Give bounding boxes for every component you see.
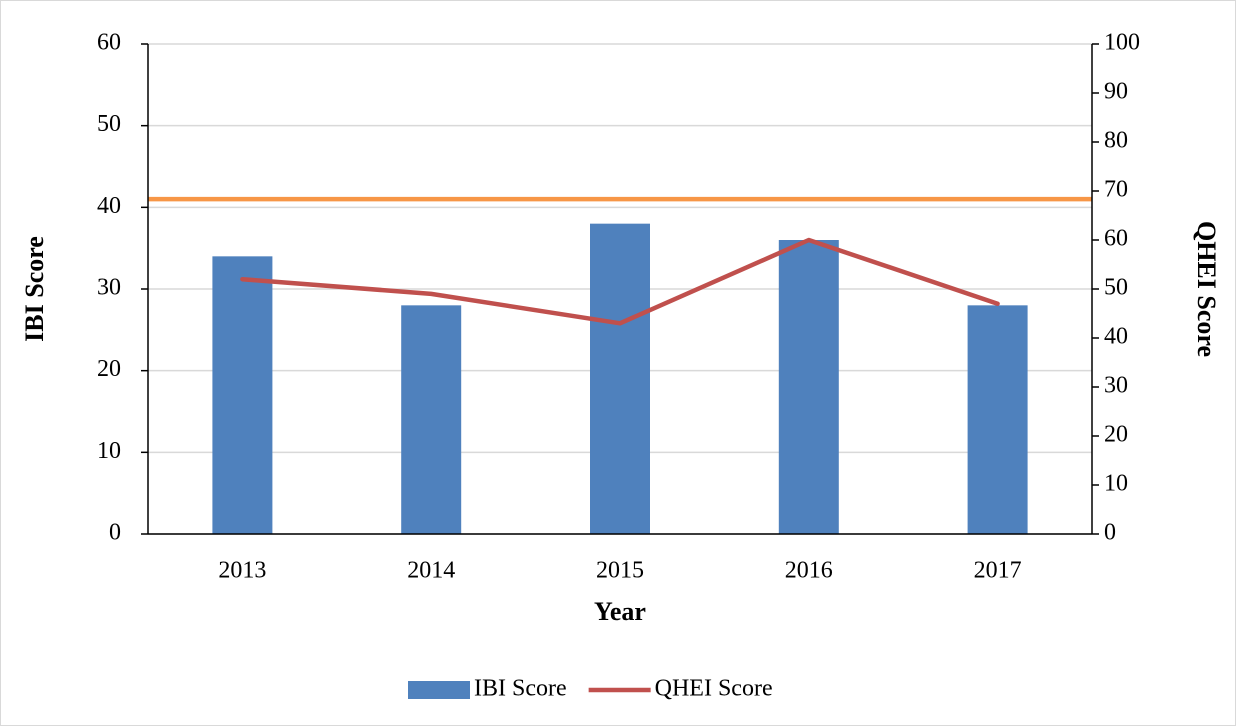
y2-axis-title: QHEI Score bbox=[1192, 221, 1221, 357]
y2-tick-label: 60 bbox=[1104, 226, 1128, 252]
y2-tick-label: 0 bbox=[1104, 520, 1116, 546]
x-tick-label: 2014 bbox=[407, 558, 455, 584]
x-tick-label: 2017 bbox=[974, 558, 1022, 584]
x-axis-title: Year bbox=[594, 597, 646, 626]
y-tick-label: 10 bbox=[97, 438, 121, 464]
y2-tick-label: 70 bbox=[1104, 177, 1128, 203]
x-tick-label: 2013 bbox=[218, 558, 266, 584]
y-axis-title: IBI Score bbox=[20, 236, 49, 342]
y-tick-label: 0 bbox=[109, 520, 121, 546]
x-tick-label: 2015 bbox=[596, 558, 644, 584]
y-tick-label: 20 bbox=[97, 356, 121, 382]
y2-tick-label: 20 bbox=[1104, 422, 1128, 448]
y2-tick-label: 80 bbox=[1104, 128, 1128, 154]
y-tick-label: 40 bbox=[97, 193, 121, 219]
legend-label: QHEI Score bbox=[655, 676, 773, 702]
y2-tick-label: 100 bbox=[1104, 30, 1140, 56]
y-tick-label: 60 bbox=[97, 30, 121, 56]
bar bbox=[590, 223, 650, 534]
y2-tick-label: 90 bbox=[1104, 79, 1128, 105]
y2-tick-label: 10 bbox=[1104, 471, 1128, 497]
bar bbox=[967, 305, 1028, 534]
bar bbox=[778, 240, 839, 534]
x-tick-label: 2016 bbox=[785, 558, 833, 584]
y-tick-label: 50 bbox=[97, 111, 121, 137]
bar bbox=[401, 305, 462, 534]
line bbox=[240, 237, 1000, 326]
legend-label: IBI Score bbox=[474, 676, 567, 702]
y-tick-label: 30 bbox=[97, 275, 121, 301]
legend-swatch bbox=[408, 681, 470, 699]
bar bbox=[212, 256, 273, 534]
y2-tick-label: 50 bbox=[1104, 275, 1128, 301]
y2-tick-label: 40 bbox=[1104, 324, 1128, 350]
y2-tick-label: 30 bbox=[1104, 373, 1128, 399]
